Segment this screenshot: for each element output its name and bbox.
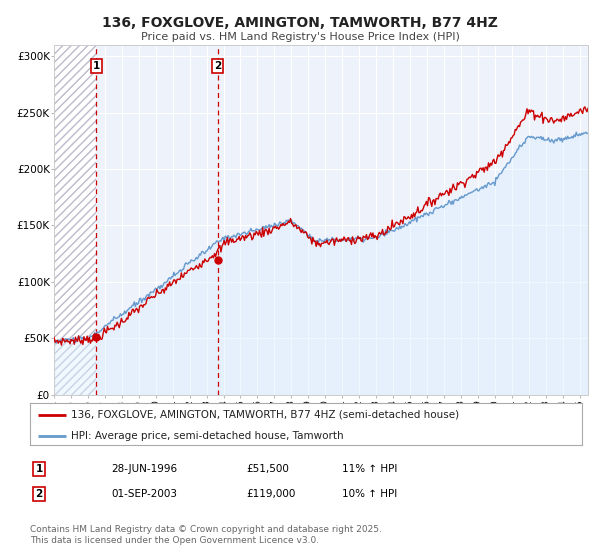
Text: 11% ↑ HPI: 11% ↑ HPI <box>342 464 397 474</box>
Text: £51,500: £51,500 <box>246 464 289 474</box>
Text: 1: 1 <box>35 464 43 474</box>
Bar <box>54 45 96 395</box>
Text: £119,000: £119,000 <box>246 489 295 499</box>
Text: 28-JUN-1996: 28-JUN-1996 <box>111 464 177 474</box>
Text: 1: 1 <box>92 61 100 71</box>
Text: 10% ↑ HPI: 10% ↑ HPI <box>342 489 397 499</box>
Text: 01-SEP-2003: 01-SEP-2003 <box>111 489 177 499</box>
Text: Price paid vs. HM Land Registry's House Price Index (HPI): Price paid vs. HM Land Registry's House … <box>140 32 460 43</box>
Bar <box>54 45 96 395</box>
Text: 136, FOXGLOVE, AMINGTON, TAMWORTH, B77 4HZ (semi-detached house): 136, FOXGLOVE, AMINGTON, TAMWORTH, B77 4… <box>71 410 460 420</box>
Text: 2: 2 <box>35 489 43 499</box>
Text: Contains HM Land Registry data © Crown copyright and database right 2025.
This d: Contains HM Land Registry data © Crown c… <box>30 525 382 545</box>
Text: 2: 2 <box>214 61 221 71</box>
Text: 136, FOXGLOVE, AMINGTON, TAMWORTH, B77 4HZ: 136, FOXGLOVE, AMINGTON, TAMWORTH, B77 4… <box>102 16 498 30</box>
Text: HPI: Average price, semi-detached house, Tamworth: HPI: Average price, semi-detached house,… <box>71 431 344 441</box>
